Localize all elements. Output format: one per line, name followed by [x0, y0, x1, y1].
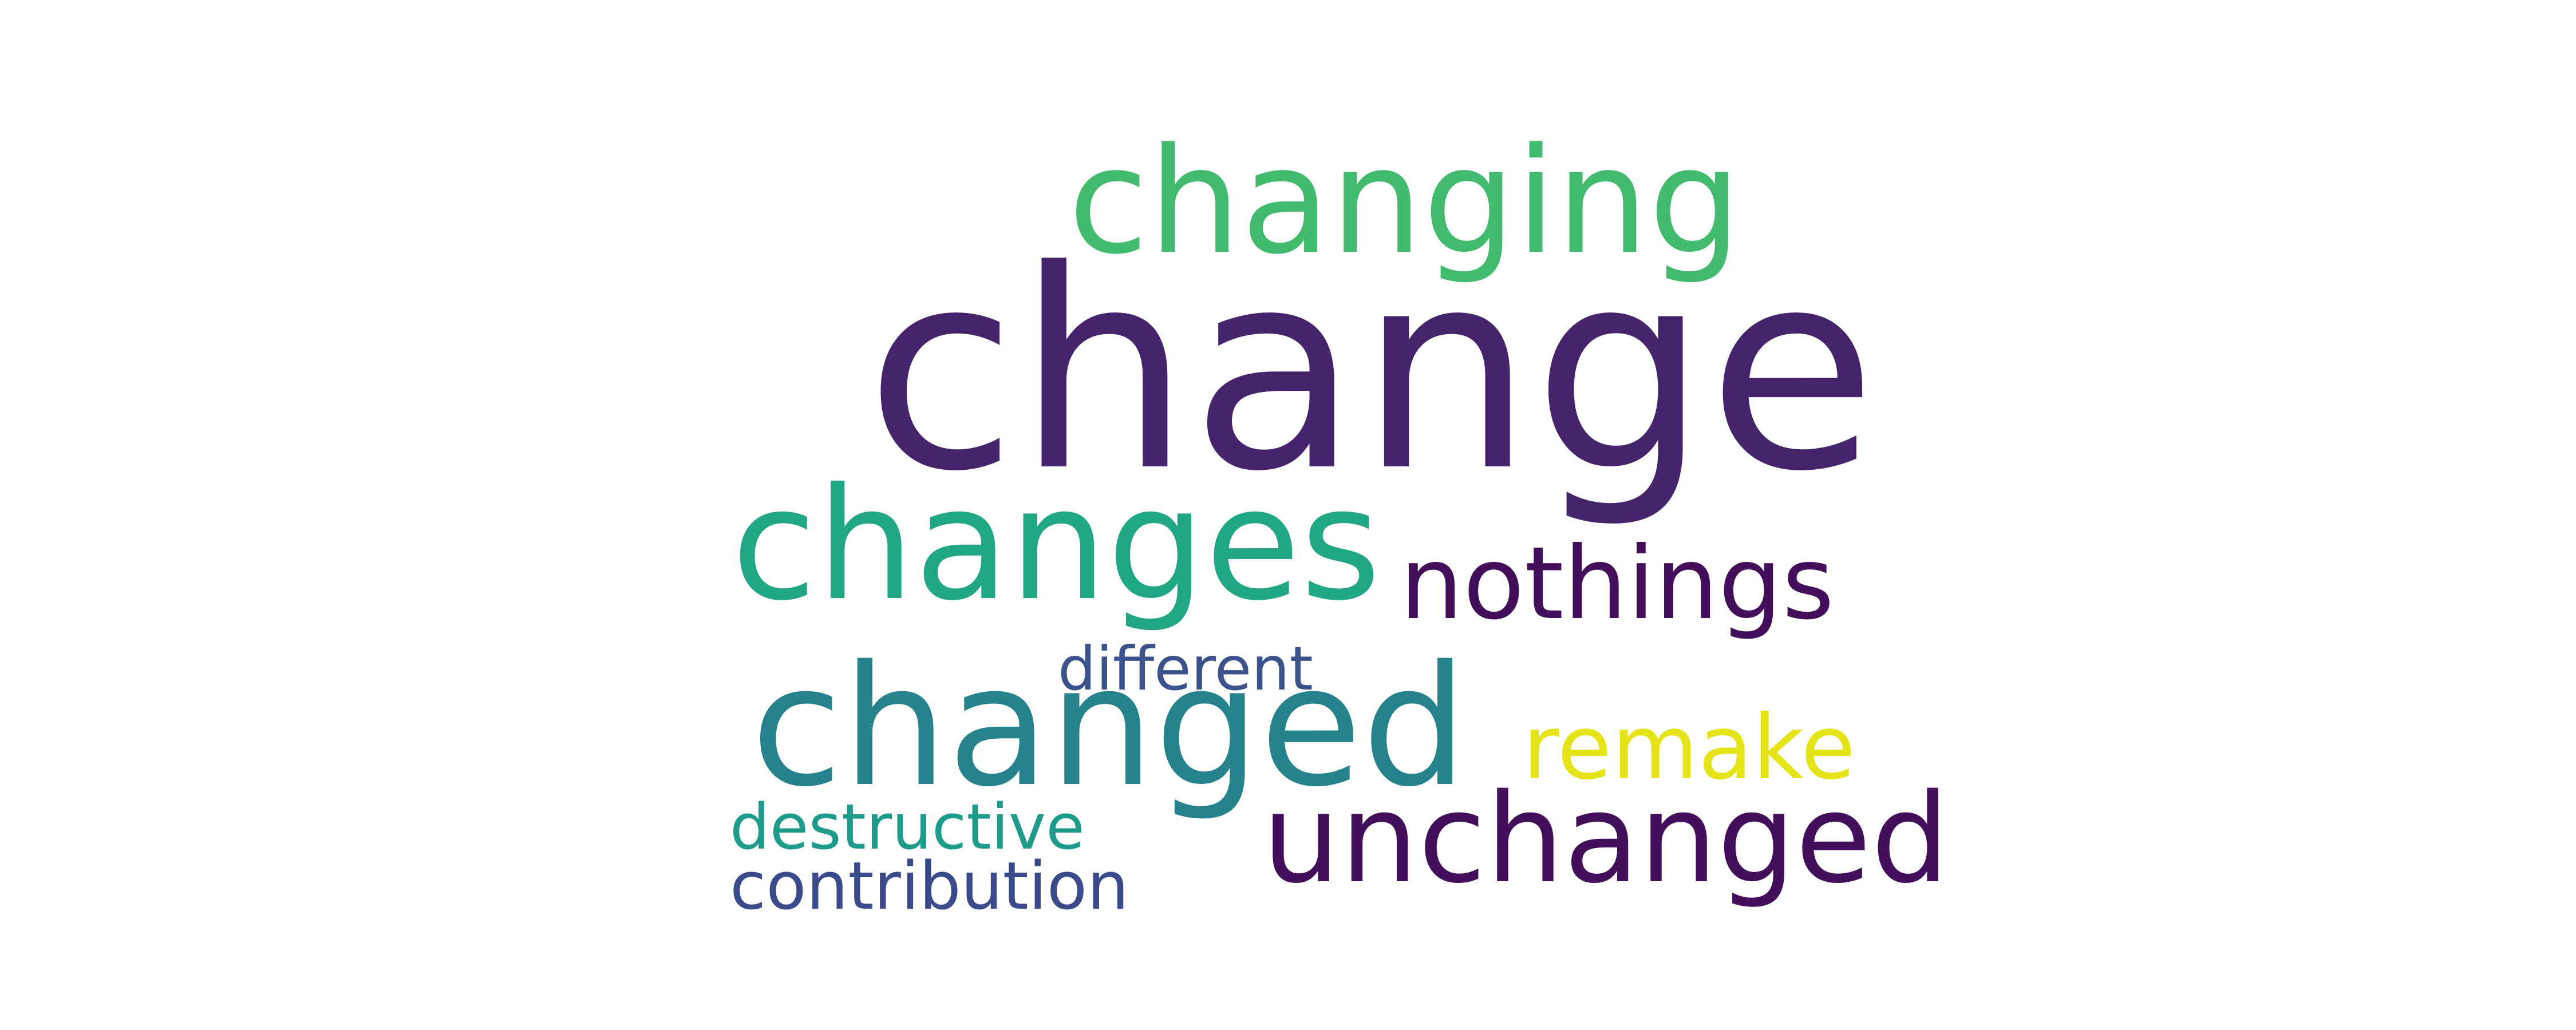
word-different: different	[1058, 634, 1313, 704]
word-remake: remake	[1523, 696, 1855, 799]
word-change: change	[866, 212, 1876, 532]
word-nothings: nothings	[1400, 526, 1834, 642]
word-unchanged: unchanged	[1262, 767, 1949, 910]
word-contribution: contribution	[730, 848, 1129, 925]
word-changing: changing	[1068, 117, 1741, 287]
word-changes: changes	[732, 454, 1381, 635]
word-destructive: destructive	[730, 790, 1085, 863]
word-changed: changed	[751, 631, 1467, 823]
